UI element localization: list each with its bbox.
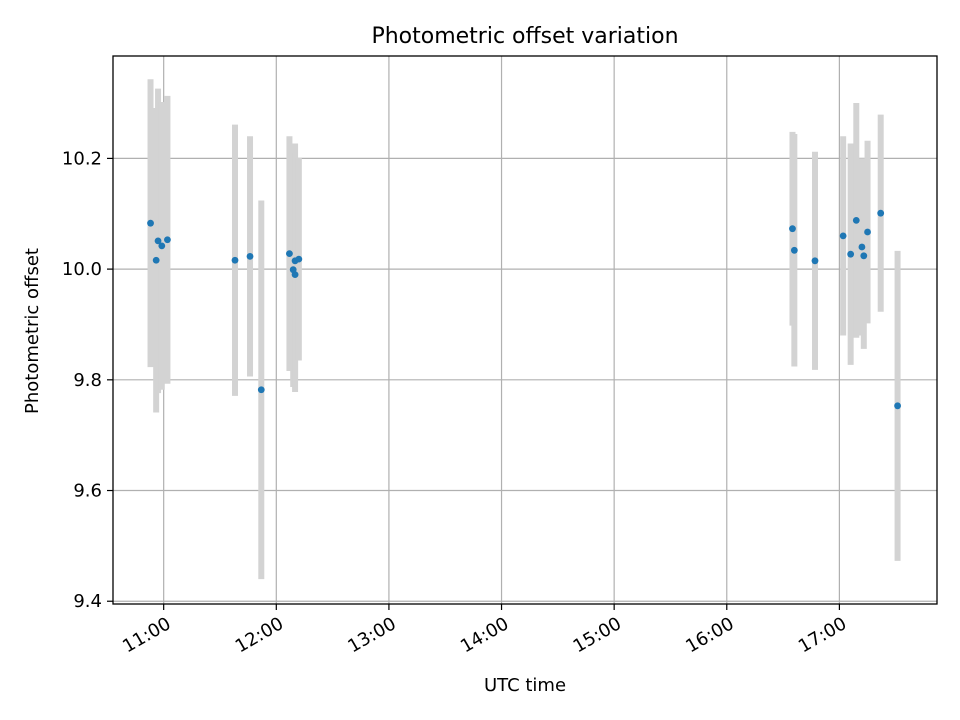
- data-point: [839, 232, 847, 240]
- x-tick-label: 14:00: [457, 613, 512, 657]
- x-tick-label: 13:00: [344, 613, 399, 657]
- data-point: [154, 237, 162, 245]
- y-tick-label: 10.2: [62, 148, 102, 169]
- data-point: [894, 402, 901, 410]
- data-point: [852, 217, 860, 224]
- x-tick-label: 16:00: [682, 613, 737, 657]
- data-point: [877, 209, 885, 217]
- chart-title: Photometric offset variation: [371, 24, 678, 49]
- plot-frame: [112, 55, 938, 605]
- data-point: [811, 257, 819, 265]
- data-point: [286, 250, 293, 258]
- data-point: [860, 252, 868, 260]
- data-points: [147, 209, 901, 410]
- data-point: [152, 256, 160, 264]
- data-point: [789, 225, 796, 233]
- data-point: [858, 243, 866, 251]
- data-point: [295, 255, 303, 263]
- data-point: [158, 242, 166, 250]
- y-tick-label: 9.6: [73, 481, 102, 502]
- data-point: [790, 246, 798, 254]
- data-point: [231, 256, 239, 264]
- data-point: [164, 236, 171, 244]
- x-tick-label: 17:00: [795, 613, 850, 657]
- data-point: [257, 386, 265, 394]
- error-bars: [147, 79, 901, 580]
- x-axis-label: UTC time: [484, 675, 566, 696]
- data-point: [246, 252, 254, 260]
- data-point: [864, 228, 871, 236]
- data-point: [291, 271, 299, 279]
- x-tick-label: 12:00: [232, 613, 287, 657]
- data-point: [847, 250, 855, 258]
- axis-ticks: 11:00 12:00 13:00 14:00 15:00 16:00 17:00 9.4 9.…: [62, 148, 850, 657]
- data-point: [147, 219, 154, 227]
- x-tick-label: 11:00: [119, 613, 174, 657]
- x-tick-label: 15:00: [570, 613, 625, 657]
- y-tick-label: 10.0: [62, 259, 102, 280]
- y-axis-label: Photometric offset: [22, 248, 43, 414]
- y-tick-label: 9.8: [73, 370, 102, 391]
- y-tick-label: 9.4: [73, 591, 102, 612]
